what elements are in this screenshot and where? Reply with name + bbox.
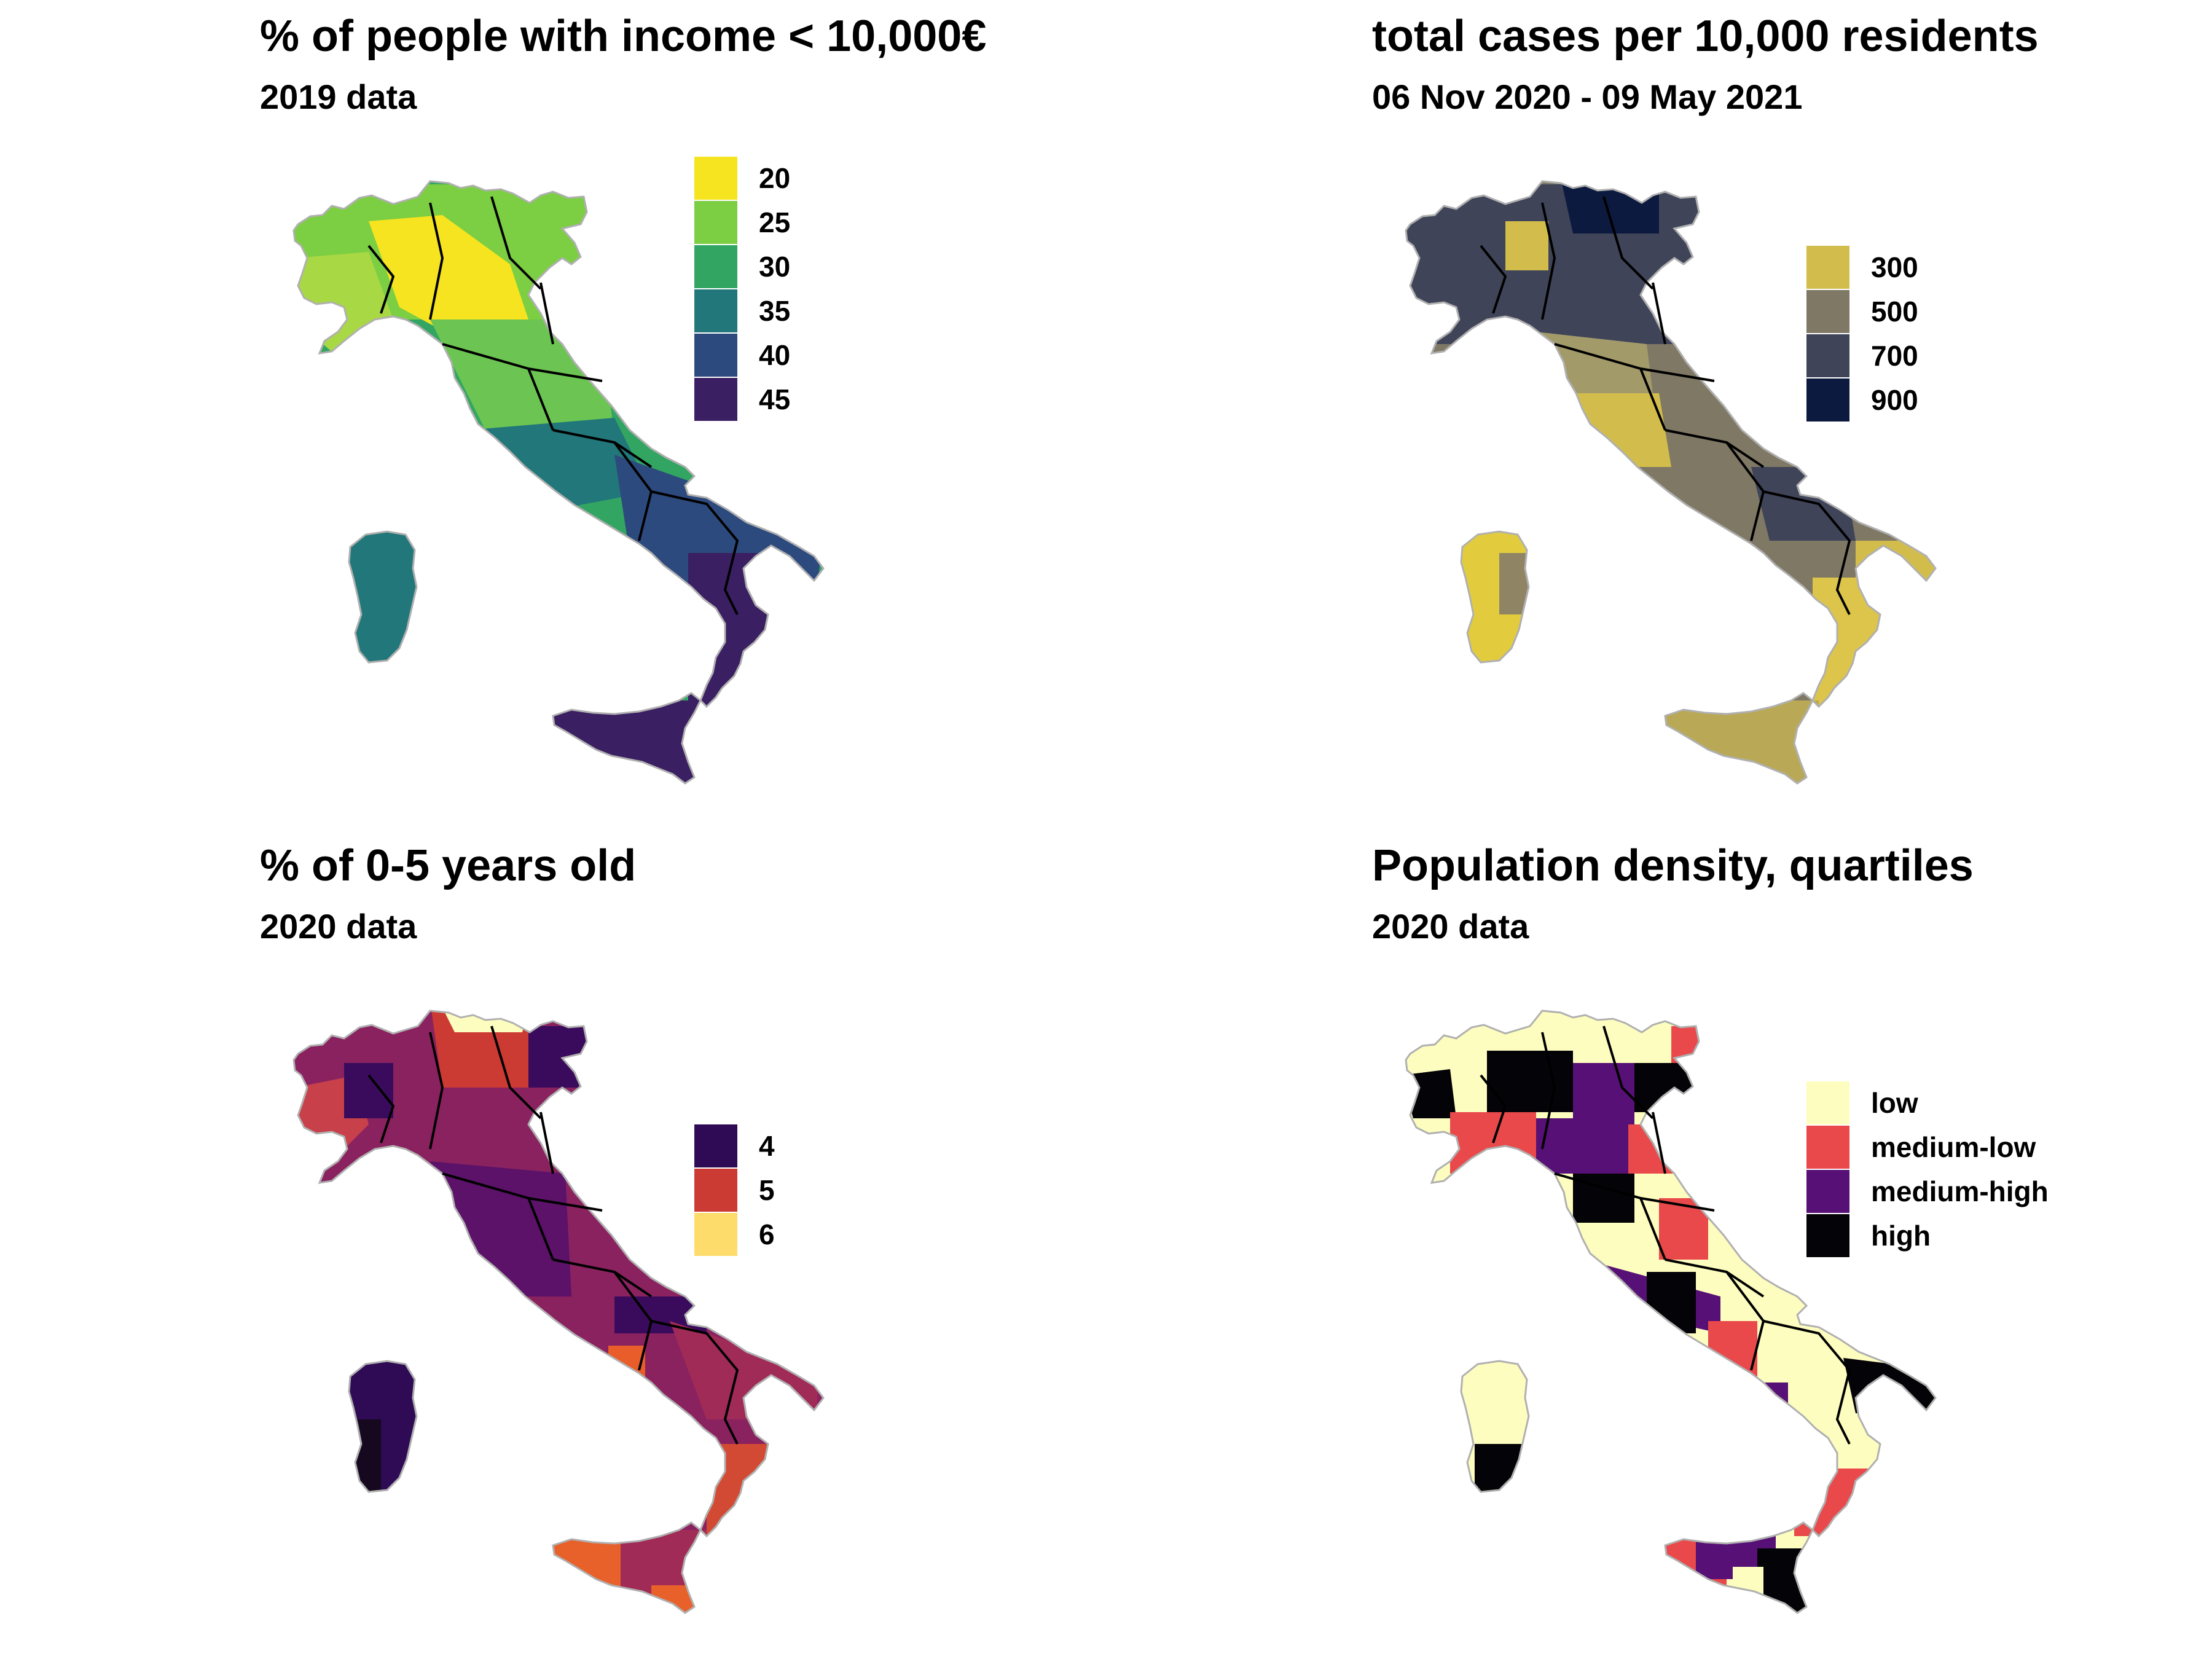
legend-label: medium-high — [1871, 1175, 2049, 1207]
legend-item: 25 — [694, 201, 1063, 244]
legend-swatch — [1806, 246, 1849, 289]
legend-item: 300 — [1806, 246, 2175, 289]
legend-swatch — [694, 334, 737, 377]
panel-subtitle: 06 Nov 2020 - 09 May 2021 — [1372, 77, 1803, 116]
legend-label: 500 — [1871, 296, 1918, 327]
panel-title: Population density, quartiles — [1372, 841, 1974, 890]
legend-item: 6 — [694, 1213, 1063, 1256]
legend-label: high — [1871, 1220, 1931, 1252]
legend-item: 20 — [694, 157, 1063, 200]
legend-label: 45 — [759, 383, 791, 415]
legend-swatch — [1806, 1081, 1849, 1124]
legend-item: medium-low — [1806, 1126, 2175, 1169]
legend-label: 20 — [759, 162, 791, 194]
legend-item: 500 — [1806, 290, 2175, 333]
legend-label: 40 — [759, 339, 791, 371]
legend-swatch — [694, 201, 737, 244]
legend-swatch — [694, 245, 737, 288]
legend-swatch — [694, 289, 737, 332]
legend-item: 35 — [694, 289, 1063, 332]
legend-label: 900 — [1871, 384, 1918, 416]
legend-swatch — [1806, 334, 1849, 377]
panel-title: total cases per 10,000 residents — [1372, 12, 2039, 61]
legend-swatch — [1806, 1126, 1849, 1169]
legend-label: 300 — [1871, 251, 1918, 283]
map-density — [1405, 1010, 1937, 1614]
legend-item: 4 — [694, 1124, 1063, 1167]
panel-subtitle: 2020 data — [1372, 907, 1529, 946]
legend-label: 6 — [759, 1218, 775, 1250]
legend-item: 900 — [1806, 378, 2175, 422]
legend-label: 25 — [759, 206, 791, 238]
legend-item: 700 — [1806, 334, 2175, 377]
legend-swatch — [1806, 378, 1849, 422]
legend-label: 5 — [759, 1174, 775, 1206]
legend-swatch — [694, 1169, 737, 1212]
panel-subtitle: 2020 data — [260, 907, 417, 946]
legend-label: 35 — [759, 295, 791, 327]
legend-swatch — [1806, 1170, 1849, 1213]
legend-swatch — [694, 378, 737, 421]
legend-item: 5 — [694, 1169, 1063, 1212]
map-children — [292, 1010, 825, 1614]
legend-label: low — [1871, 1087, 1918, 1119]
legend-item: medium-high — [1806, 1170, 2175, 1213]
legend-swatch — [694, 1213, 737, 1256]
legend-item: low — [1806, 1081, 2175, 1124]
legend-label: 4 — [759, 1130, 775, 1162]
legend-label: medium-low — [1871, 1131, 2036, 1163]
legend-label: 700 — [1871, 340, 1918, 372]
panel-title: % of people with income < 10,000€ — [260, 12, 987, 61]
legend-item: 40 — [694, 334, 1063, 377]
legend-item: high — [1806, 1214, 2175, 1257]
panel-title: % of 0-5 years old — [260, 841, 637, 890]
legend-item: 45 — [694, 378, 1063, 421]
legend-swatch — [694, 1124, 737, 1167]
legend-swatch — [1806, 290, 1849, 333]
panel-subtitle: 2019 data — [260, 77, 417, 116]
legend-item: 30 — [694, 245, 1063, 288]
legend-label: 30 — [759, 251, 791, 283]
legend-swatch — [694, 157, 737, 200]
legend-swatch — [1806, 1214, 1849, 1257]
